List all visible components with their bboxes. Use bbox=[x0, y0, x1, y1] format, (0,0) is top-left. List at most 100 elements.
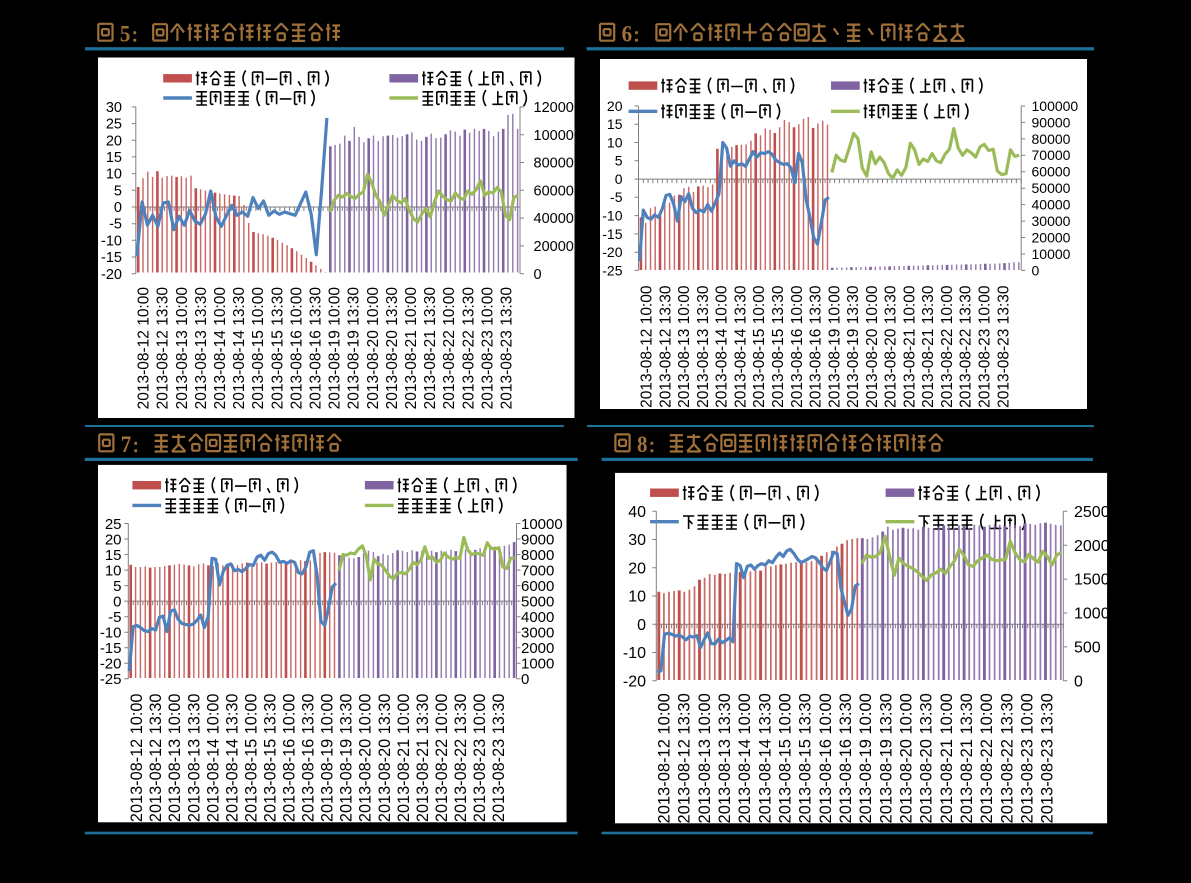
svg-text:2013-08-12 13:30: 2013-08-12 13:30 bbox=[676, 693, 694, 823]
svg-text:2013-08-21 13:30: 2013-08-21 13:30 bbox=[920, 285, 937, 408]
svg-text:2013-08-16 10:00: 2013-08-16 10:00 bbox=[281, 694, 299, 823]
svg-text:2000: 2000 bbox=[521, 640, 554, 657]
svg-text:20000: 20000 bbox=[534, 239, 574, 255]
svg-text:2013-08-20 13:30: 2013-08-20 13:30 bbox=[883, 285, 900, 408]
svg-text:8000: 8000 bbox=[521, 547, 554, 564]
svg-text:20: 20 bbox=[607, 98, 623, 114]
svg-text:4000: 4000 bbox=[521, 609, 554, 626]
svg-text:0: 0 bbox=[534, 267, 542, 283]
svg-text:2013-08-16 13:30: 2013-08-16 13:30 bbox=[300, 694, 318, 823]
svg-text:2013-08-15 10:00: 2013-08-15 10:00 bbox=[242, 694, 260, 823]
svg-text:0: 0 bbox=[615, 171, 623, 187]
svg-text:30: 30 bbox=[106, 100, 122, 116]
svg-text:2013-08-22 13:30: 2013-08-22 13:30 bbox=[460, 287, 477, 410]
svg-text:5000: 5000 bbox=[521, 593, 554, 610]
svg-text:2013-08-23 13:30: 2013-08-23 13:30 bbox=[490, 694, 508, 823]
svg-text:5: 5 bbox=[615, 153, 623, 169]
svg-text:2013-08-14 10:00: 2013-08-14 10:00 bbox=[714, 285, 731, 408]
svg-text:40: 40 bbox=[628, 504, 646, 521]
svg-text:2013-08-22 10:00: 2013-08-22 10:00 bbox=[939, 285, 956, 408]
svg-text:2013-08-21 10:00: 2013-08-21 10:00 bbox=[403, 287, 420, 410]
svg-text:20: 20 bbox=[106, 133, 122, 149]
svg-text:50000: 50000 bbox=[1032, 180, 1071, 196]
svg-text:2013-08-12 13:30: 2013-08-12 13:30 bbox=[657, 285, 674, 408]
svg-text:2013-08-14 10:00: 2013-08-14 10:00 bbox=[212, 287, 229, 410]
svg-text:-15: -15 bbox=[602, 226, 622, 242]
svg-text:2013-08-20 10:00: 2013-08-20 10:00 bbox=[365, 287, 382, 410]
svg-text:70000: 70000 bbox=[1032, 147, 1071, 163]
svg-text:500: 500 bbox=[1074, 640, 1101, 657]
svg-text:2013-08-22 13:30: 2013-08-22 13:30 bbox=[452, 694, 470, 823]
svg-text:20: 20 bbox=[105, 531, 122, 548]
svg-text:0: 0 bbox=[1032, 262, 1040, 278]
svg-text:2013-08-19 10:00: 2013-08-19 10:00 bbox=[319, 694, 337, 823]
svg-text:-10: -10 bbox=[623, 645, 646, 662]
svg-text:2013-08-23 10:00: 2013-08-23 10:00 bbox=[471, 694, 489, 823]
svg-text:2013-08-14 13:30: 2013-08-14 13:30 bbox=[756, 693, 774, 823]
svg-text:2013-08-20 13:30: 2013-08-20 13:30 bbox=[918, 693, 936, 823]
svg-text:2013-08-15 13:30: 2013-08-15 13:30 bbox=[797, 693, 815, 823]
svg-text:80000: 80000 bbox=[1032, 131, 1071, 147]
svg-text:2013-08-16 10:00: 2013-08-16 10:00 bbox=[817, 693, 835, 823]
svg-text:100000: 100000 bbox=[1032, 98, 1079, 114]
svg-text:40000: 40000 bbox=[1032, 197, 1071, 213]
svg-text:2013-08-16 13:30: 2013-08-16 13:30 bbox=[837, 693, 855, 823]
svg-text:2000: 2000 bbox=[1074, 538, 1110, 555]
svg-text:2013-08-20 13:30: 2013-08-20 13:30 bbox=[384, 287, 401, 410]
svg-text:-5: -5 bbox=[108, 609, 121, 626]
svg-text:2013-08-14 13:30: 2013-08-14 13:30 bbox=[733, 285, 750, 408]
svg-text:-25: -25 bbox=[602, 262, 622, 278]
svg-text:2013-08-22 10:00: 2013-08-22 10:00 bbox=[441, 287, 458, 410]
svg-text:2013-08-23 13:30: 2013-08-23 13:30 bbox=[499, 287, 516, 410]
svg-text:2013-08-15 13:30: 2013-08-15 13:30 bbox=[770, 285, 787, 408]
svg-text:2500: 2500 bbox=[1074, 504, 1110, 521]
svg-text:2013-08-13 13:30: 2013-08-13 13:30 bbox=[716, 693, 734, 823]
svg-text:2013-08-19 13:30: 2013-08-19 13:30 bbox=[877, 693, 895, 823]
svg-text:2013-08-20 10:00: 2013-08-20 10:00 bbox=[864, 285, 881, 408]
svg-text:2013-08-12 13:30: 2013-08-12 13:30 bbox=[155, 287, 172, 410]
svg-text:2013-08-15 10:00: 2013-08-15 10:00 bbox=[751, 285, 768, 408]
svg-text:2013-08-15 13:30: 2013-08-15 13:30 bbox=[269, 287, 286, 410]
svg-text:2013-08-12 13:30: 2013-08-12 13:30 bbox=[147, 694, 165, 823]
svg-text:2013-08-21 13:30: 2013-08-21 13:30 bbox=[422, 287, 439, 410]
svg-text:2013-08-20 10:00: 2013-08-20 10:00 bbox=[357, 694, 375, 823]
svg-text:0: 0 bbox=[637, 617, 646, 634]
svg-text:2013-08-15 10:00: 2013-08-15 10:00 bbox=[250, 287, 267, 410]
svg-text:2013-08-19 10:00: 2013-08-19 10:00 bbox=[826, 285, 843, 408]
svg-text:10: 10 bbox=[628, 589, 646, 606]
svg-text:2013-08-15 10:00: 2013-08-15 10:00 bbox=[777, 693, 795, 823]
svg-text:2013-08-19 13:30: 2013-08-19 13:30 bbox=[338, 694, 356, 823]
svg-text:2013-08-13 13:30: 2013-08-13 13:30 bbox=[193, 287, 210, 410]
svg-text:9000: 9000 bbox=[521, 531, 554, 548]
svg-text:1500: 1500 bbox=[1074, 572, 1110, 589]
svg-text:20: 20 bbox=[628, 560, 646, 577]
svg-text:2013-08-13 10:00: 2013-08-13 10:00 bbox=[696, 693, 714, 823]
svg-text:2013-08-23 13:30: 2013-08-23 13:30 bbox=[1039, 693, 1057, 823]
svg-text:-10: -10 bbox=[100, 625, 122, 642]
svg-text:90000: 90000 bbox=[1032, 114, 1071, 130]
svg-text:2013-08-20 10:00: 2013-08-20 10:00 bbox=[898, 693, 916, 823]
svg-text:2013-08-14 13:30: 2013-08-14 13:30 bbox=[223, 694, 241, 823]
svg-text:5: 5 bbox=[120, 21, 130, 46]
svg-text:2013-08-14 13:30: 2013-08-14 13:30 bbox=[231, 287, 248, 410]
svg-text:2013-08-15 13:30: 2013-08-15 13:30 bbox=[262, 694, 280, 823]
svg-text:2013-08-22 13:30: 2013-08-22 13:30 bbox=[998, 693, 1016, 823]
svg-text:2013-08-21 13:30: 2013-08-21 13:30 bbox=[414, 694, 432, 823]
svg-text:-10: -10 bbox=[101, 233, 122, 249]
svg-text:100000: 100000 bbox=[534, 128, 582, 144]
svg-text:2013-08-13 10:00: 2013-08-13 10:00 bbox=[174, 287, 191, 410]
svg-text:2013-08-14 10:00: 2013-08-14 10:00 bbox=[736, 693, 754, 823]
svg-text:120000: 120000 bbox=[534, 100, 582, 116]
svg-text:10000: 10000 bbox=[521, 516, 563, 533]
svg-text:30: 30 bbox=[628, 532, 646, 549]
svg-text:10: 10 bbox=[106, 167, 122, 183]
svg-text:30000: 30000 bbox=[1032, 213, 1071, 229]
svg-text:-10: -10 bbox=[602, 208, 622, 224]
svg-text:2013-08-23 13:30: 2013-08-23 13:30 bbox=[995, 285, 1012, 408]
svg-text:-20: -20 bbox=[101, 267, 122, 283]
svg-text:0: 0 bbox=[1074, 673, 1083, 690]
svg-text:25: 25 bbox=[106, 117, 122, 133]
svg-text:2013-08-19 10:00: 2013-08-19 10:00 bbox=[327, 287, 344, 410]
svg-text:6000: 6000 bbox=[521, 578, 554, 595]
svg-text:2013-08-19 13:30: 2013-08-19 13:30 bbox=[346, 287, 363, 410]
